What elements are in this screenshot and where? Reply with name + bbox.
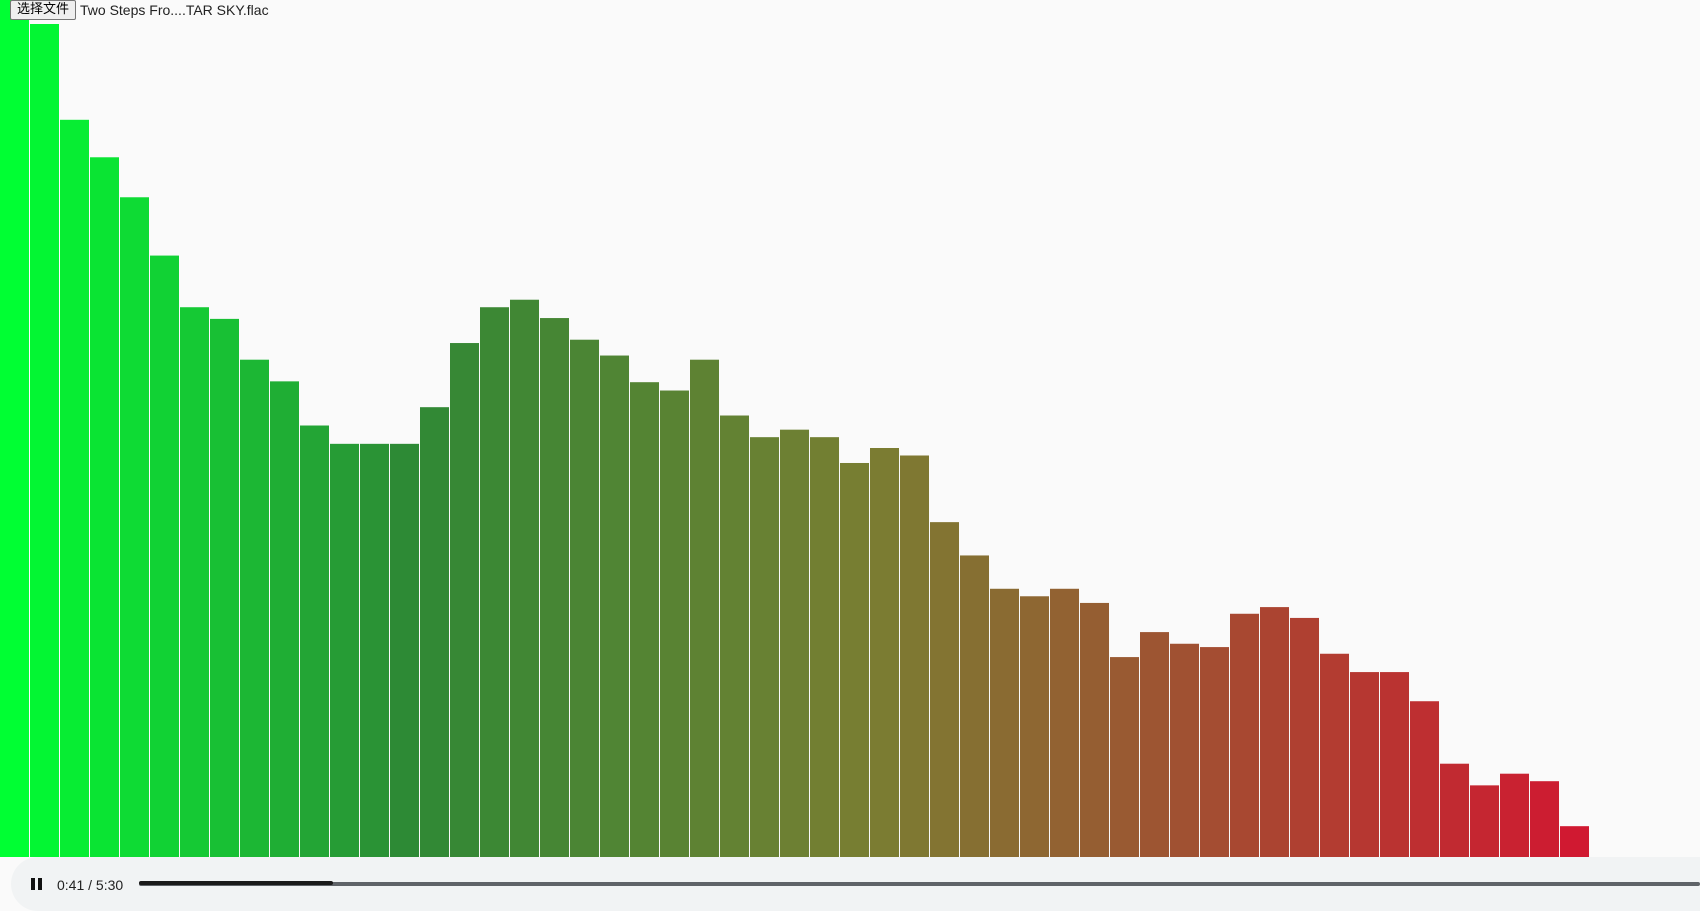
spectrum-bar (810, 437, 839, 857)
spectrum-bar (1230, 613, 1259, 857)
spectrum-bar (360, 443, 389, 857)
spectrum-bar (960, 555, 989, 857)
spectrum-bar (1290, 617, 1319, 857)
spectrum-bar (1500, 773, 1529, 857)
choose-file-button[interactable]: 选择文件 (10, 0, 77, 20)
spectrum-bar (630, 382, 659, 857)
spectrum-bar (510, 299, 539, 857)
spectrum-bar (690, 359, 719, 857)
spectrum-bar (420, 407, 449, 857)
spectrum-bar (1110, 657, 1139, 857)
spectrum-bar (1170, 643, 1199, 857)
spectrum-bar (1080, 602, 1109, 857)
spectrum-bar (1020, 596, 1049, 857)
spectrum-bar (1440, 763, 1469, 857)
spectrum-bar (570, 339, 599, 857)
spectrum-bar (60, 119, 89, 857)
file-input-row: 选择文件 Two Steps Fro....TAR SKY.flac (10, 0, 269, 20)
spectrum-bar (750, 437, 779, 857)
spectrum-bar (720, 415, 749, 857)
spectrum-bar (1470, 785, 1499, 857)
spectrum-bar (840, 462, 869, 857)
spectrum-bar (270, 381, 299, 857)
audio-player[interactable]: 0:41 / 5:30 (11, 857, 1700, 911)
selected-file-name: Two Steps Fro....TAR SKY.flac (80, 2, 269, 18)
spectrum-bar (1380, 672, 1409, 857)
spectrum-bar (1350, 672, 1379, 857)
spectrum-bar (390, 443, 419, 857)
spectrum-bar (30, 24, 59, 857)
spectrum-bar (930, 522, 959, 857)
spectrum-bar (180, 307, 209, 857)
spectrum-bar (990, 588, 1019, 857)
progress-slider[interactable] (139, 881, 1700, 886)
time-display: 0:41 / 5:30 (57, 877, 124, 893)
spectrum-bar (300, 425, 329, 857)
spectrum-bar (1260, 607, 1289, 857)
spectrum-bar (1560, 826, 1589, 857)
spectrum-bar (1140, 632, 1169, 857)
spectrum-visualizer (0, 0, 1589, 857)
pause-icon[interactable] (29, 877, 45, 893)
spectrum-bar (120, 197, 149, 857)
spectrum-bar (1200, 647, 1229, 857)
progress-fill (139, 881, 333, 885)
spectrum-bar (0, 0, 29, 857)
spectrum-bar (900, 455, 929, 857)
spectrum-bar (660, 390, 689, 857)
spectrum-bar (150, 255, 179, 857)
spectrum-bar (480, 307, 509, 857)
spectrum-bar (240, 359, 269, 857)
spectrum-bar (210, 318, 239, 857)
spectrum-bar (90, 157, 119, 857)
spectrum-bar (540, 318, 569, 857)
spectrum-bar (600, 355, 629, 857)
spectrum-bar (1410, 701, 1439, 857)
spectrum-bar (780, 429, 809, 857)
spectrum-bar (1530, 781, 1559, 857)
spectrum-bar (1050, 588, 1079, 857)
spectrum-bar (330, 443, 359, 857)
spectrum-bar (1320, 653, 1349, 857)
spectrum-bar (450, 343, 479, 857)
spectrum-bar (870, 447, 899, 857)
